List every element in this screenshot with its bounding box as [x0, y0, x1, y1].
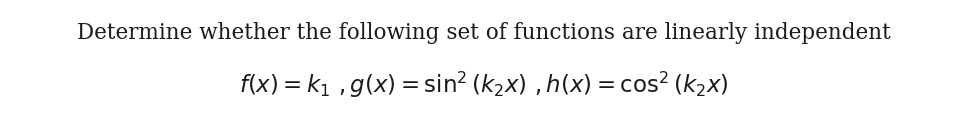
- Text: Determine whether the following set of functions are linearly independent: Determine whether the following set of f…: [77, 22, 891, 44]
- Text: $f(x) = k_1\ ,g(x) = \sin^2(k_2x)\ ,h(x) = \cos^2(k_2x)$: $f(x) = k_1\ ,g(x) = \sin^2(k_2x)\ ,h(x)…: [239, 70, 729, 100]
